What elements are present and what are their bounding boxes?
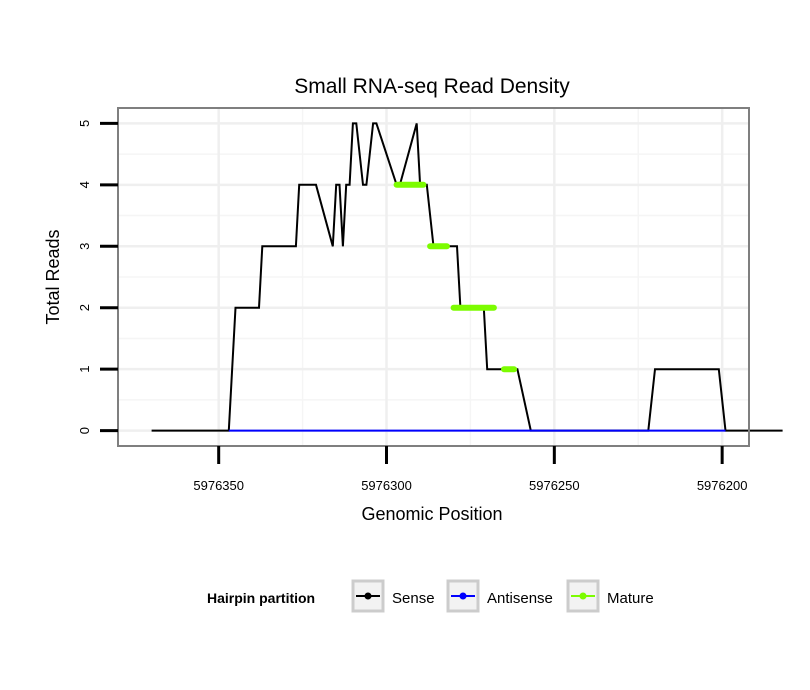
x-axis-title: Genomic Position: [361, 504, 502, 524]
x-axis: 5976350 5976300 5976250 5976200: [193, 446, 747, 493]
legend: Hairpin partition Sense Antisense Mature: [207, 579, 654, 613]
y-tick-label-3: 3: [77, 243, 92, 250]
y-axis-title: Total Reads: [43, 229, 63, 324]
y-tick-label-1: 1: [77, 366, 92, 373]
legend-label-antisense: Antisense: [487, 590, 553, 607]
plot-border: [117, 107, 750, 447]
legend-dot-sense: [364, 592, 372, 600]
y-tick-label-2: 2: [77, 304, 92, 311]
y-tick-label-4: 4: [77, 181, 92, 188]
x-tick-label-2: 5976250: [529, 478, 580, 493]
x-tick-label-0: 5976350: [193, 478, 244, 493]
y-axis: 0 1 2 3 4 5: [77, 120, 118, 434]
legend-label-mature: Mature: [607, 590, 654, 607]
legend-label-sense: Sense: [392, 590, 435, 607]
legend-item-mature: Mature: [566, 579, 654, 613]
legend-item-sense: Sense: [351, 579, 435, 613]
y-tick-label-0: 0: [77, 427, 92, 434]
chart-title: Small RNA-seq Read Density: [294, 75, 570, 98]
legend-item-antisense: Antisense: [446, 579, 553, 613]
data-series: [151, 122, 783, 432]
y-tick-label-5: 5: [77, 120, 92, 127]
x-tick-label-3: 5976200: [697, 478, 748, 493]
legend-title: Hairpin partition: [207, 590, 315, 606]
legend-dot-antisense: [459, 592, 467, 600]
legend-dot-mature: [579, 592, 587, 600]
x-tick-label-1: 5976300: [361, 478, 412, 493]
